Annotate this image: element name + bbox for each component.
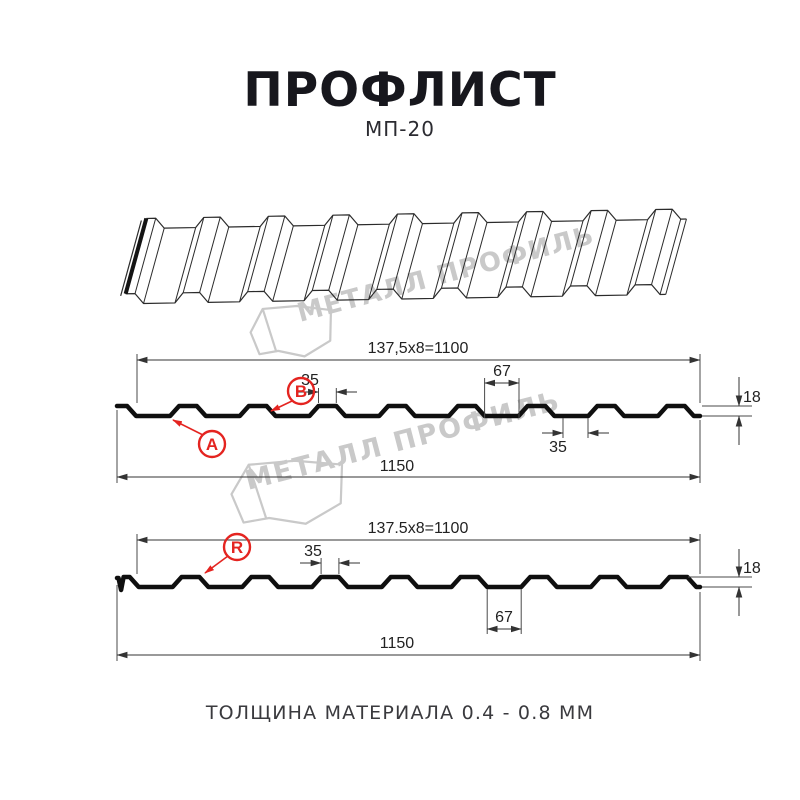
- sheet-3d-rib-edge: [586, 210, 609, 286]
- dim-overall-width-bottom: 1150: [116, 585, 701, 661]
- sheet-3d-rib-edge: [497, 221, 519, 298]
- sheet-3d-rib-edge: [134, 218, 157, 294]
- sheet-3d-rib-edge: [182, 217, 205, 293]
- sheet-3d-rib-edge: [465, 222, 488, 298]
- sheet-3d-rib-edges: [125, 209, 687, 304]
- sheet-3d-rib-edge: [561, 220, 584, 297]
- sheet-3d-rib-edge: [505, 211, 528, 288]
- dim-total-pitch-top: 137,5x8=1100: [136, 340, 701, 403]
- dim-label-valley-width-bottom: 67: [495, 609, 513, 626]
- dim-rib-top-width-bottom: 35: [300, 543, 360, 574]
- marker-b: B: [270, 376, 316, 412]
- sheet-3d-rib-edge: [207, 226, 230, 303]
- sheet-3d-rib-edge: [174, 227, 197, 304]
- section-diagram-bottom: 137.5x8=1100 35 67 18: [114, 520, 761, 661]
- marker-a-label: A: [206, 435, 218, 454]
- dim-label-height-top: 18: [743, 389, 761, 406]
- sheet-3d-view: [120, 208, 687, 305]
- sheet-3d-rib-edge: [626, 219, 649, 296]
- dim-label-overall-width-top: 1150: [380, 458, 415, 475]
- sheet-3d-rib-edge: [311, 215, 334, 291]
- sheet-3d-rib-edge: [665, 218, 687, 295]
- sheet-3d-rib-edge: [247, 216, 269, 292]
- sheet-3d-rib-edge: [521, 211, 544, 288]
- sheet-3d-rib-edge: [263, 215, 286, 292]
- watermark-logo-top: [249, 304, 333, 358]
- sheet-3d-rib-edge: [143, 227, 165, 304]
- sheet-3d-left-cut-edge: [123, 217, 149, 295]
- sheet-3d-rib-edge: [401, 223, 423, 300]
- profile-outline-bottom: [114, 574, 703, 593]
- dim-label-valley-width-top: 67: [493, 363, 511, 380]
- sheet-3d-far-edge: [146, 208, 687, 229]
- dim-height-bottom: 18: [688, 549, 761, 616]
- sheet-3d-near-edge: [125, 284, 666, 305]
- dim-total-pitch-bottom: 137.5x8=1100: [136, 520, 701, 574]
- sheet-3d-rib-edge: [272, 225, 294, 302]
- sheet-3d-left-cut-edge-outline: [120, 220, 142, 297]
- dim-label-total-pitch-bottom: 137.5x8=1100: [368, 520, 469, 537]
- marker-r-label: R: [231, 538, 243, 557]
- marker-b-label: B: [295, 382, 307, 401]
- sheet-3d-rib-edge: [594, 220, 617, 296]
- dim-overall-width-top: 1150: [116, 410, 701, 483]
- dim-valley-width-bottom: 67: [486, 589, 522, 634]
- page-title: ПРОФЛИСТ: [243, 63, 556, 118]
- sheet-3d-rib-edge: [239, 226, 261, 302]
- dim-label-height-bottom: 18: [743, 560, 761, 577]
- sheet-3d-rib-edge: [392, 213, 415, 290]
- sheet-3d-rib-edge: [530, 221, 553, 297]
- dim-label-overall-width-bottom: 1150: [380, 635, 415, 652]
- sheet-3d-rib-edge: [651, 209, 673, 285]
- sheet-3d-rib-edge: [440, 212, 463, 289]
- sheet-3d-rib-edge: [328, 214, 350, 291]
- dim-label-rib-top-width-bottom: 35: [304, 543, 322, 560]
- profile-outline-top: [114, 403, 703, 419]
- marker-a: A: [172, 419, 227, 459]
- sheet-3d-rib-edge: [457, 212, 479, 289]
- sheet-3d-rib-edge: [303, 225, 326, 301]
- sheet-3d-rib-edge: [336, 224, 359, 301]
- sheet-3d-rib-edge: [634, 209, 657, 286]
- sheet-3d-rib-edge: [376, 213, 399, 290]
- sheet-3d-rib-edge: [432, 222, 455, 299]
- dim-valley-width-top: 67: [484, 363, 520, 418]
- page-subtitle: МП-20: [365, 117, 435, 141]
- watermark-text-top: МЕТАЛЛ ПРОФИЛЬ: [294, 220, 598, 328]
- dim-height-top: 18: [702, 377, 761, 445]
- section-diagram-top: 137,5x8=1100 35 67 18: [114, 340, 761, 483]
- material-thickness-note: ТОЛЩИНА МАТЕРИАЛА 0.4 - 0.8 ММ: [205, 702, 594, 724]
- sheet-3d-rib-edge: [368, 224, 390, 300]
- sheet-3d-rib-edge: [659, 218, 682, 295]
- sheet-3d-rib-edge: [570, 210, 592, 287]
- dim-label-rib-bottom-width-top: 35: [549, 439, 567, 456]
- marker-r: R: [204, 532, 252, 574]
- sheet-3d-rib-edge: [199, 216, 221, 293]
- dim-rib-bottom-width-top: 35: [542, 418, 609, 456]
- dim-label-total-pitch-top: 137,5x8=1100: [368, 340, 469, 357]
